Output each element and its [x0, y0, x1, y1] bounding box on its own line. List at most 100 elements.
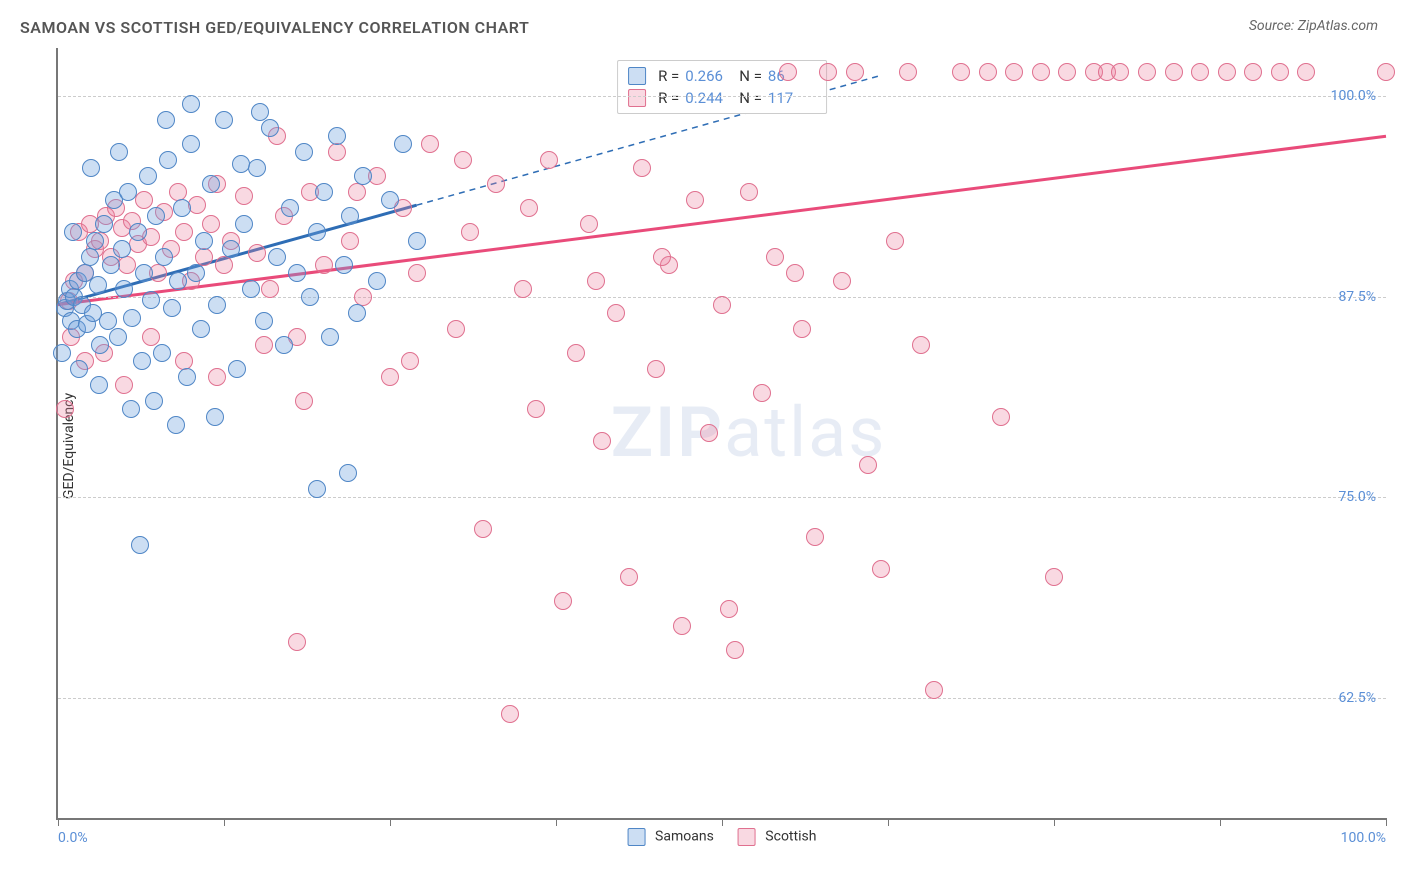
data-point [401, 352, 419, 370]
legend-r-value-scottish: 0.244 [685, 89, 733, 107]
data-point [587, 272, 605, 290]
data-point [261, 119, 279, 137]
data-point [235, 187, 253, 205]
chart-title: SAMOAN VS SCOTTISH GED/EQUIVALENCY CORRE… [20, 18, 529, 37]
data-point [335, 256, 353, 274]
data-point [514, 280, 532, 298]
legend-n-label: N = [739, 67, 762, 85]
y-tick-label: 100.0% [1323, 88, 1376, 104]
data-point [110, 143, 128, 161]
data-point [474, 520, 492, 538]
data-point [235, 215, 253, 233]
data-point [90, 376, 108, 394]
data-point [846, 63, 864, 81]
data-point [268, 248, 286, 266]
data-point [421, 135, 439, 153]
data-point [242, 280, 260, 298]
x-tick [390, 818, 391, 826]
data-point [192, 320, 210, 338]
data-point [182, 95, 200, 113]
series-legend: Samoans Scottish [628, 828, 817, 846]
data-point [169, 272, 187, 290]
data-point [1244, 63, 1262, 81]
data-point [188, 196, 206, 214]
data-point [308, 480, 326, 498]
legend-row-scottish: R = 0.244 N = 117 [628, 87, 816, 109]
gridline [58, 96, 1386, 97]
data-point [182, 135, 200, 153]
legend-r-label: R = [658, 89, 679, 107]
data-point [786, 264, 804, 282]
data-point [228, 360, 246, 378]
data-point [56, 400, 74, 418]
data-point [255, 336, 273, 354]
data-point [122, 400, 140, 418]
data-point [793, 320, 811, 338]
data-point [208, 368, 226, 386]
data-point [173, 199, 191, 217]
data-point [135, 264, 153, 282]
data-point [187, 264, 205, 282]
data-point [620, 568, 638, 586]
data-point [348, 304, 366, 322]
data-point [720, 600, 738, 618]
data-point [288, 633, 306, 651]
data-point [153, 344, 171, 362]
data-point [118, 256, 136, 274]
data-point [222, 240, 240, 258]
data-point [381, 368, 399, 386]
x-tick [722, 818, 723, 826]
data-point [1271, 63, 1289, 81]
gridline [58, 698, 1386, 699]
data-point [208, 296, 226, 314]
legend-label-samoans: Samoans [655, 829, 714, 845]
data-point [169, 183, 187, 201]
data-point [142, 291, 160, 309]
data-point [248, 244, 266, 262]
legend-r-label: R = [658, 67, 679, 85]
x-tick [1386, 818, 1387, 826]
data-point [129, 223, 147, 241]
swatch-samoans-icon [628, 67, 646, 85]
data-point [308, 223, 326, 241]
data-point [135, 191, 153, 209]
data-point [487, 175, 505, 193]
data-point [348, 183, 366, 201]
x-tick [1054, 818, 1055, 826]
data-point [275, 336, 293, 354]
y-tick-label: 62.5% [1330, 690, 1376, 706]
data-point [215, 111, 233, 129]
data-point [139, 167, 157, 185]
data-point [91, 336, 109, 354]
data-point [147, 207, 165, 225]
legend-label-scottish: Scottish [765, 829, 816, 845]
data-point [123, 309, 141, 327]
data-point [1218, 63, 1236, 81]
data-point [206, 408, 224, 426]
x-axis-max-label: 100.0% [1341, 830, 1386, 846]
data-point [295, 392, 313, 410]
data-point [195, 232, 213, 250]
data-point [155, 248, 173, 266]
data-point [554, 592, 572, 610]
data-point [301, 288, 319, 306]
data-point [766, 248, 784, 266]
data-point [461, 223, 479, 241]
data-point [726, 641, 744, 659]
data-point [159, 151, 177, 169]
data-point [321, 328, 339, 346]
plot-area: ZIPatlas R = 0.266 N = 86 R = 0.244 N = … [56, 48, 1386, 820]
data-point [886, 232, 904, 250]
data-point [408, 264, 426, 282]
data-point [1032, 63, 1050, 81]
data-point [713, 296, 731, 314]
data-point [872, 560, 890, 578]
source-label: Source: ZipAtlas.com [1249, 18, 1378, 34]
data-point [157, 111, 175, 129]
data-point [109, 328, 127, 346]
data-point [527, 400, 545, 418]
data-point [315, 256, 333, 274]
data-point [1297, 63, 1315, 81]
data-point [175, 223, 193, 241]
data-point [248, 159, 266, 177]
